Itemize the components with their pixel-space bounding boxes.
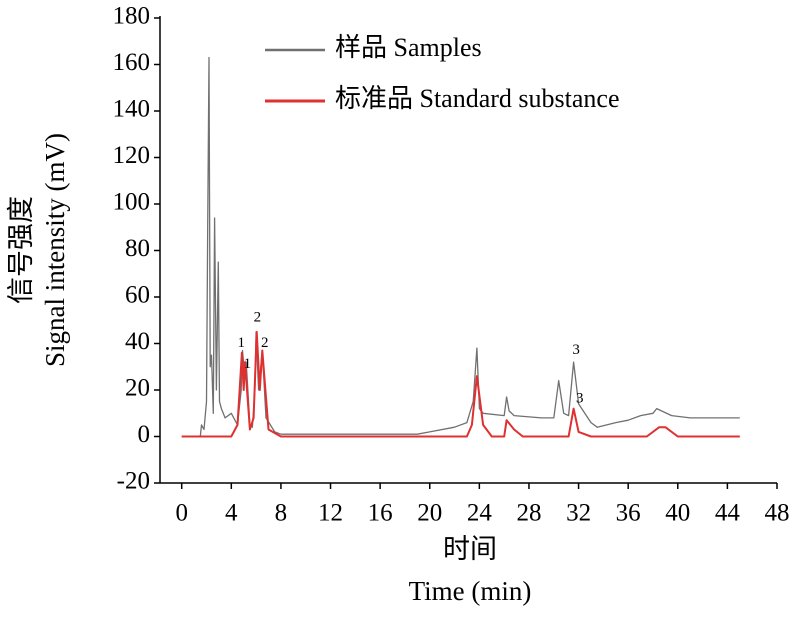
x-tick-label: 36 (616, 500, 641, 527)
peak-label: 1 (237, 335, 245, 351)
x-tick-label: 48 (765, 500, 790, 527)
y-tick-label: 120 (113, 142, 151, 169)
x-tick-label: 16 (368, 500, 393, 527)
y-tick-label: 160 (113, 49, 151, 76)
y-tick-label: 60 (125, 282, 150, 309)
x-tick-label: 20 (417, 500, 442, 527)
series-line (181, 56, 740, 438)
peak-label: 3 (572, 342, 580, 358)
legend-label: 样品 Samples (335, 33, 482, 62)
x-tick-label: 40 (665, 500, 690, 527)
series-line (181, 330, 740, 438)
legend-label: 标准品 Standard substance (335, 84, 620, 113)
y-axis-title: Signal intensity (mV) (40, 133, 70, 367)
x-tick-label: 0 (175, 500, 188, 527)
x-axis-title: Time (min) (409, 576, 532, 606)
y-tick-label: 80 (125, 235, 150, 262)
y-tick-label: 180 (113, 3, 151, 30)
y-tick-label: 20 (125, 375, 150, 402)
x-tick-label: 44 (715, 500, 741, 527)
y-axis-title: 信号强度 (6, 196, 36, 304)
x-axis-title: 时间 (443, 534, 497, 564)
x-tick-label: 32 (566, 500, 591, 527)
y-tick-label: 140 (113, 96, 151, 123)
y-tick-label: -20 (117, 468, 150, 495)
peak-label: 3 (576, 391, 584, 407)
y-tick-label: 100 (113, 189, 151, 216)
x-tick-label: 28 (516, 500, 541, 527)
x-tick-label: 24 (467, 500, 493, 527)
y-tick-label: 40 (125, 328, 150, 355)
peak-label: 2 (261, 335, 269, 351)
y-tick-label: 0 (138, 421, 151, 448)
x-tick-label: 8 (275, 500, 288, 527)
x-tick-label: 4 (225, 500, 238, 527)
x-tick-label: 12 (318, 500, 343, 527)
peak-label: 1 (244, 356, 252, 372)
peak-label: 2 (254, 309, 262, 325)
